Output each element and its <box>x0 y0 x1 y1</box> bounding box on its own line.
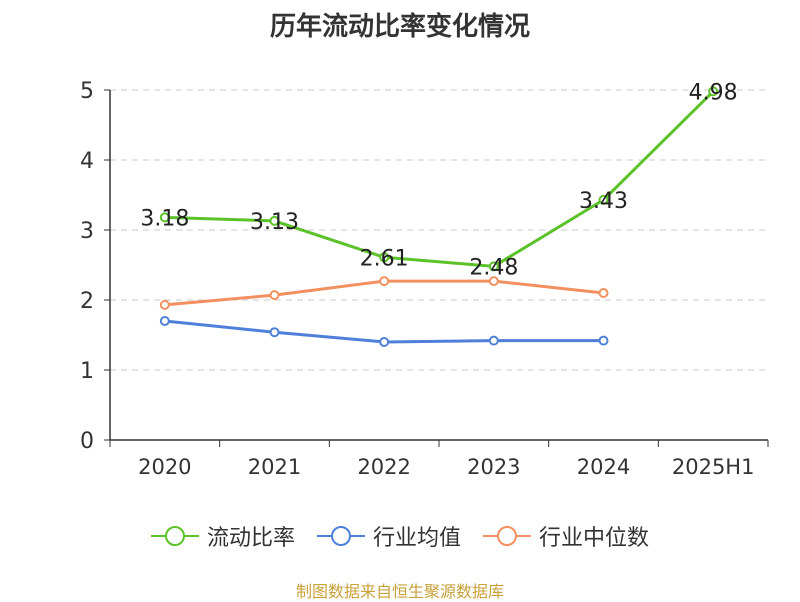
data-point <box>379 276 390 287</box>
y-tick-label: 3 <box>80 219 94 244</box>
data-label: 3.43 <box>579 189 628 214</box>
legend-item-industry-median[interactable]: 行业中位数 <box>483 520 649 552</box>
y-tick-label: 5 <box>80 79 94 104</box>
data-point <box>269 215 280 226</box>
y-tick-label: 1 <box>80 359 94 384</box>
data-point <box>159 316 170 326</box>
legend: 流动比率 行业均值 行业中位数 <box>0 520 800 552</box>
data-point <box>488 276 499 287</box>
data-point <box>488 261 499 272</box>
data-label: 4.98 <box>689 80 738 105</box>
data-point <box>708 86 719 97</box>
legend-label: 行业中位数 <box>539 526 650 551</box>
source-note: 制图数据来自恒生聚源数据库 <box>295 582 504 601</box>
legend-marker-industry-median <box>483 526 531 546</box>
x-tick-label: 2025H1 <box>672 455 755 479</box>
x-tick-label: 2022 <box>357 455 410 479</box>
y-tick-label: 4 <box>80 149 94 174</box>
series-line <box>164 90 715 268</box>
data-point <box>269 290 280 301</box>
legend-item-current-ratio[interactable]: 流动比率 <box>150 520 295 552</box>
legend-marker-industry-mean <box>316 526 365 546</box>
legend-label: 流动比率 <box>206 526 295 551</box>
data-label: 3.18 <box>140 206 189 231</box>
legend-item-industry-mean[interactable]: 行业均值 <box>316 520 461 552</box>
legend-marker-current-ratio <box>150 526 199 546</box>
data-point <box>598 288 609 298</box>
x-tick-label: 2020 <box>138 455 191 479</box>
data-point <box>159 212 170 223</box>
x-tick-label: 2023 <box>467 455 520 479</box>
data-label: 2.48 <box>469 255 518 280</box>
data-label: 2.61 <box>360 246 409 271</box>
data-point <box>598 194 609 205</box>
data-point <box>488 335 499 346</box>
y-tick-label: 2 <box>80 289 94 314</box>
legend-label: 行业均值 <box>372 526 461 551</box>
data-label: 3.13 <box>250 210 299 235</box>
data-point <box>379 337 390 347</box>
data-point <box>159 299 170 310</box>
chart-title: 历年流动比率变化情况 <box>269 12 530 42</box>
x-tick-label: 2024 <box>577 455 630 479</box>
x-tick-label: 2021 <box>248 455 301 479</box>
y-tick-label: 0 <box>80 429 94 454</box>
data-point <box>379 252 390 263</box>
data-point <box>269 327 280 338</box>
data-point <box>598 335 609 346</box>
